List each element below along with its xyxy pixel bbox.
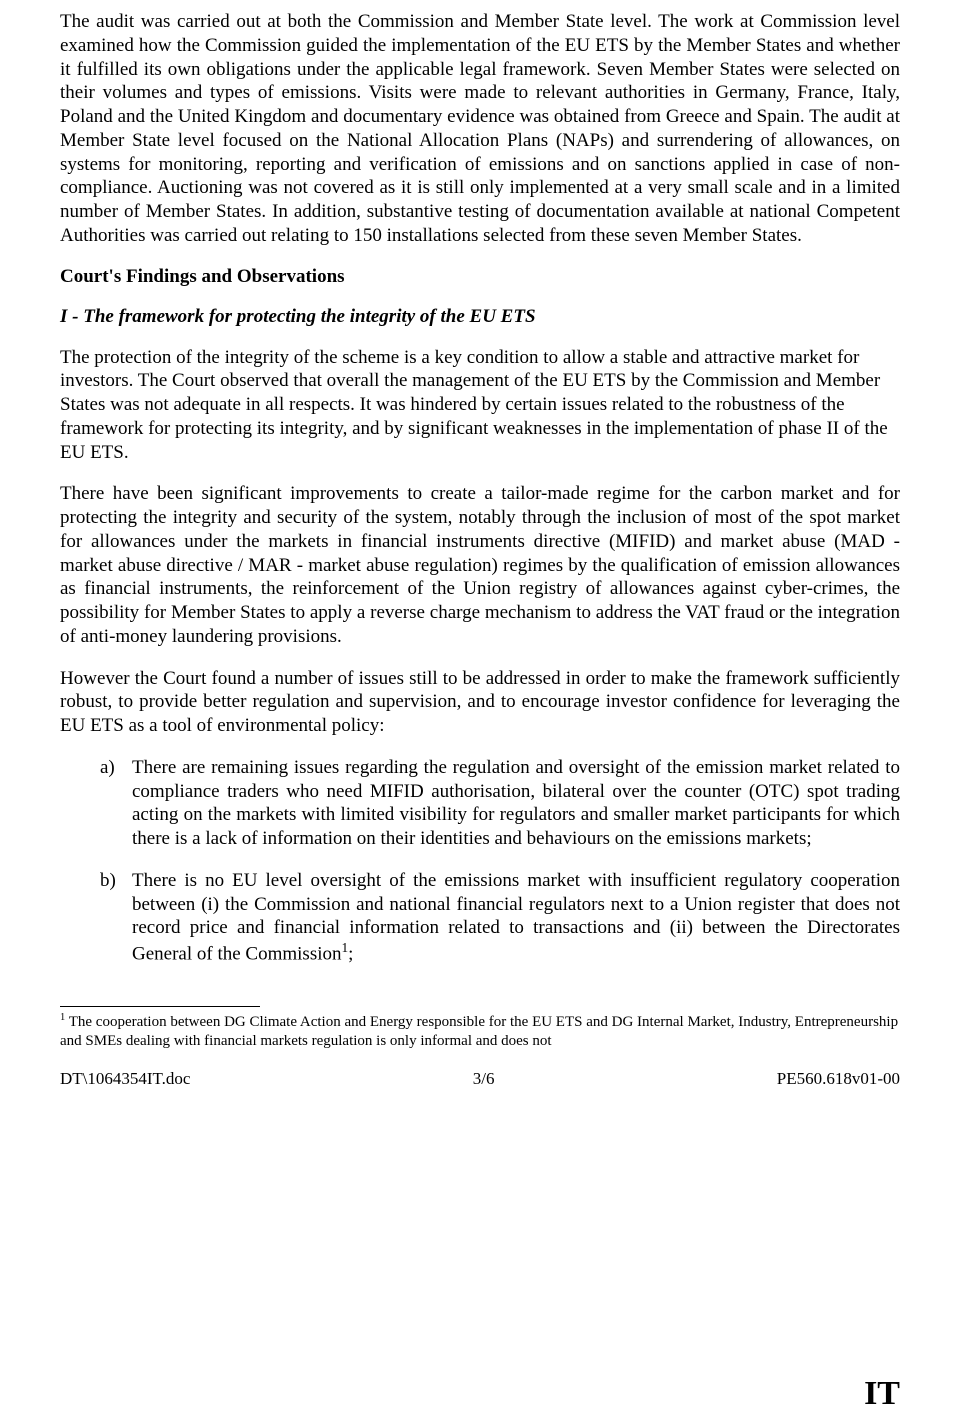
page-footer: DT\1064354IT.doc 3/6 PE560.618v01-00 — [60, 1069, 900, 1089]
paragraph-4: However the Court found a number of issu… — [60, 667, 900, 738]
footnote-separator — [60, 1006, 260, 1007]
heading-section-i: I - The framework for protecting the int… — [60, 306, 900, 328]
list-text-b-before: There is no EU level oversight of the em… — [132, 870, 900, 965]
footer-pe-ref: PE560.618v01-00 — [777, 1069, 900, 1089]
paragraph-2: The protection of the integrity of the s… — [60, 346, 900, 465]
document-page: The audit was carried out at both the Co… — [0, 0, 960, 1427]
paragraph-1: The audit was carried out at both the Co… — [60, 10, 900, 248]
issues-list: a) There are remaining issues regarding … — [60, 756, 900, 966]
heading-findings: Court's Findings and Observations — [60, 266, 900, 288]
footer-page-number: 3/6 — [473, 1069, 495, 1089]
language-code: IT — [864, 1375, 900, 1413]
footnote-1: 1 The cooperation between DG Climate Act… — [60, 1011, 900, 1051]
footer-doc-ref: DT\1064354IT.doc — [60, 1069, 190, 1089]
list-text-b-after: ; — [348, 943, 353, 964]
paragraph-3: There have been significant improvements… — [60, 482, 900, 648]
list-marker-b: b) — [100, 869, 116, 893]
list-item-b: b) There is no EU level oversight of the… — [100, 869, 900, 966]
list-text-a: There are remaining issues regarding the… — [132, 757, 900, 849]
list-marker-a: a) — [100, 756, 115, 780]
footnote-text: The cooperation between DG Climate Actio… — [60, 1014, 898, 1049]
list-item-a: a) There are remaining issues regarding … — [100, 756, 900, 851]
